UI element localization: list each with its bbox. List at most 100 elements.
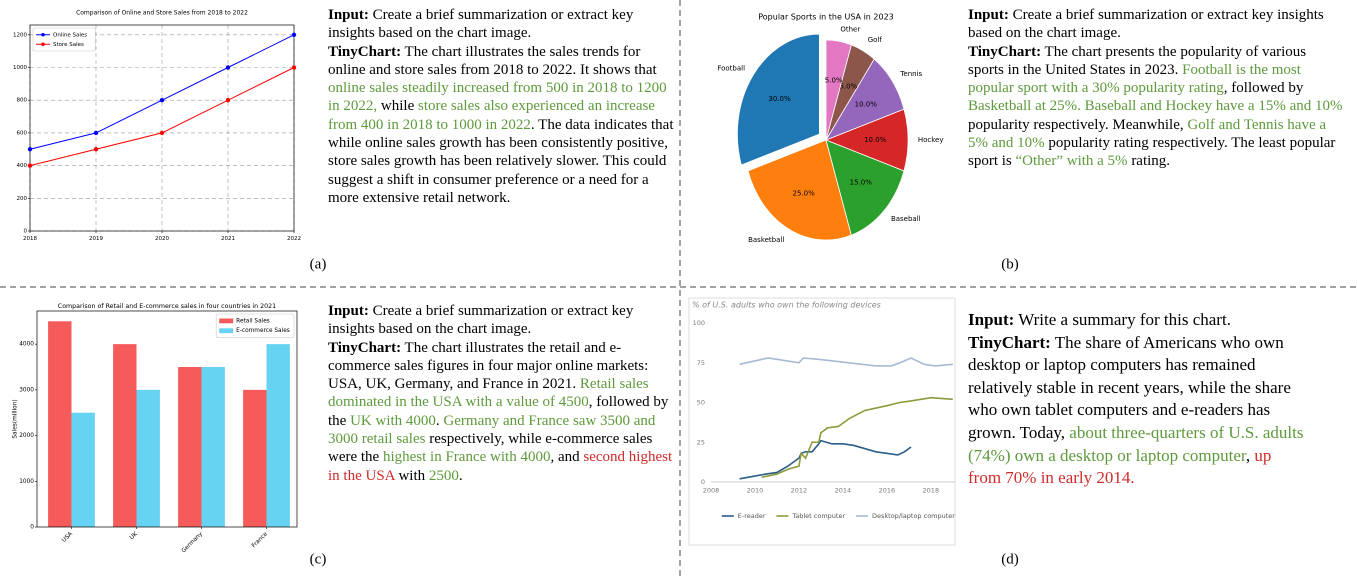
y-tick-label: 100 xyxy=(693,319,705,327)
x-tick-label: 2018 xyxy=(23,236,37,242)
response-text: Basketball at 25%. Baseball and Hockey h… xyxy=(968,98,1343,115)
input-text: Create a brief summarization or extract … xyxy=(968,7,1324,42)
response-text: while xyxy=(377,98,418,115)
response-text: up from 70% in early 2014. xyxy=(968,445,1272,488)
response-text: The chart presents the popularity of var… xyxy=(968,43,1307,78)
x-tick-label: 2008 xyxy=(703,487,720,495)
point xyxy=(159,98,165,103)
response-text: Golf and Tennis have a 5% and 10% xyxy=(968,116,1327,152)
pie-value-label: 10.0% xyxy=(855,101,878,109)
response-text: about three-quarters of U.S. adults (74%… xyxy=(968,422,1304,465)
input-text: Write a summary for this chart. xyxy=(1014,310,1231,329)
pie-value-label: 15.0% xyxy=(850,178,873,186)
x-tick-label: 2016 xyxy=(879,487,896,495)
response-text: online sales steadily increased from 500… xyxy=(328,80,667,115)
x-tick-label: USA xyxy=(61,531,74,544)
point xyxy=(93,130,99,136)
point xyxy=(291,32,297,38)
response-label: TinyChart: xyxy=(968,332,1051,352)
y-tick-label: 0 xyxy=(24,229,28,235)
x-tick-label: 2019 xyxy=(89,236,103,242)
response-text: , followed by the xyxy=(328,394,669,429)
pie-label: Tennis xyxy=(899,70,922,78)
input-label: Input: xyxy=(328,7,369,23)
pie-slice xyxy=(747,139,852,241)
legend-label: Store Sales xyxy=(53,42,84,48)
legend-swatch xyxy=(219,328,234,334)
response-text: , xyxy=(1245,445,1255,465)
chart-title: Popular Sports in the USA in 2023 xyxy=(758,13,894,22)
series-line xyxy=(739,439,912,480)
axes-frame xyxy=(29,24,295,232)
y-tick-label: 200 xyxy=(17,196,28,202)
response-text: Football is the most popular sport with … xyxy=(968,61,1301,97)
response-text: Germany and France saw 3500 and 3000 ret… xyxy=(328,412,656,448)
response-label: TinyChart: xyxy=(328,339,402,356)
response-text: respectively, while e-commerce sales wer… xyxy=(328,431,653,466)
y-tick-label: 2000 xyxy=(19,433,34,439)
caption-text: Input: Create a brief summarization or e… xyxy=(968,6,1344,171)
pie-label: Other xyxy=(840,25,860,33)
x-tick-label: France xyxy=(251,531,269,549)
response-label: TinyChart: xyxy=(328,43,402,60)
chart-title: Comparison of Online and Store Sales fro… xyxy=(76,10,248,17)
axes-frame xyxy=(36,310,298,528)
x-tick-label: 2014 xyxy=(835,487,852,495)
response-label: TinyChart: xyxy=(968,43,1042,60)
legend-label: Retail Sales xyxy=(236,318,270,324)
pie-label: Hockey xyxy=(918,136,944,144)
y-tick-label: 4000 xyxy=(19,342,34,348)
y-tick-label: 400 xyxy=(17,163,28,169)
response-text: The share of Americans who own desktop o… xyxy=(968,332,1291,442)
y-tick-label: 25 xyxy=(697,438,705,446)
point xyxy=(27,163,33,168)
x-tick-label: 2022 xyxy=(287,236,301,242)
point xyxy=(159,130,165,136)
caption-text: Input: Create a brief summarization or e… xyxy=(328,6,676,207)
y-tick-label: 50 xyxy=(697,399,705,407)
response-text: . The data indicates that while online s… xyxy=(328,116,674,206)
response-text: popularity rating respectively. The leas… xyxy=(968,135,1336,170)
x-tick-label: 2021 xyxy=(221,236,235,242)
legend xyxy=(215,313,295,338)
response-text: The chart illustrates the retail and e-c… xyxy=(328,339,649,393)
pie-label: Basketball xyxy=(748,236,784,244)
x-tick-label: 2018 xyxy=(923,487,940,495)
legend-swatch xyxy=(219,318,234,324)
input-text: Create a brief summarization or extract … xyxy=(328,7,634,42)
response-text: UK with 4000 xyxy=(350,412,436,429)
x-tick-label: Germany xyxy=(181,531,204,554)
point xyxy=(225,65,231,70)
response-text: store sales also experienced an increase… xyxy=(328,98,655,133)
point xyxy=(93,147,99,152)
bar xyxy=(266,344,290,527)
response-text: second highest in the USA xyxy=(328,449,673,484)
pie-slice xyxy=(825,39,852,141)
response-text: popularity respectively. Meanwhile, xyxy=(968,116,1188,133)
bar xyxy=(48,321,72,527)
pie-label: Baseball xyxy=(891,215,921,223)
point xyxy=(291,65,297,70)
legend xyxy=(32,27,96,52)
y-tick-label: 600 xyxy=(17,130,28,136)
pie-value-label: 5.0% xyxy=(839,83,857,91)
bar xyxy=(243,389,267,527)
chart-title: % of U.S. adults who own the following d… xyxy=(692,301,881,310)
pie-slice xyxy=(825,139,905,236)
chart-title: Comparison of Retail and E-commerce sale… xyxy=(58,303,276,310)
series-line xyxy=(761,396,953,479)
x-tick-label: 2012 xyxy=(791,487,808,495)
bar xyxy=(178,367,202,527)
y-tick-label: 75 xyxy=(697,359,705,367)
panel-label: (a) xyxy=(310,256,327,272)
response-text: rating. xyxy=(1127,153,1171,170)
response-text: “Other” with a 5% xyxy=(1015,153,1128,170)
pie-value-label: 30.0% xyxy=(768,95,791,103)
point xyxy=(27,147,33,152)
input-label: Input: xyxy=(328,303,369,319)
chart-border xyxy=(688,297,956,546)
bar xyxy=(136,389,160,527)
x-tick-label: 2010 xyxy=(747,487,764,495)
